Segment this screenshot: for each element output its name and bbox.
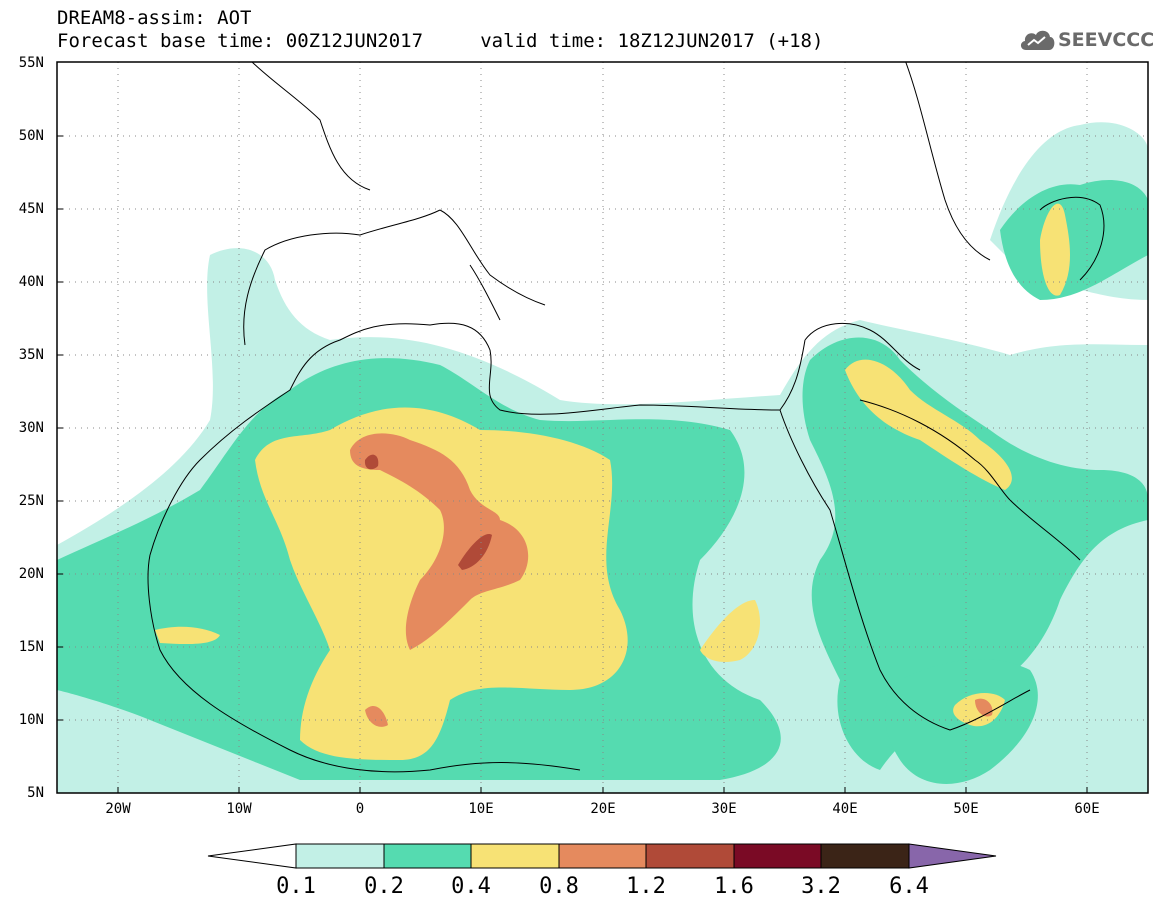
lat-label: 20N [19, 566, 44, 582]
colorbar-swatch [383, 843, 472, 869]
colorbar-label: 1.2 [626, 874, 666, 899]
lat-label: 10N [19, 712, 44, 728]
colorbar [207, 843, 997, 869]
lat-label: 25N [19, 493, 44, 509]
colorbar-swatch [733, 843, 822, 869]
colorbar-swatch [558, 843, 647, 869]
colorbar-swatch [820, 843, 910, 869]
colorbar-label: 0.4 [451, 874, 491, 899]
lat-label: 45N [19, 201, 44, 217]
colorbar-label: 0.1 [276, 874, 316, 899]
logo-text: SEEVCCC [1058, 29, 1155, 51]
colorbar-swatch [645, 843, 735, 869]
lon-label: 0 [356, 801, 364, 817]
map-title: DREAM8-assim: AOT [57, 7, 252, 29]
lat-label: 55N [19, 55, 44, 71]
colorbar-label: 0.2 [364, 874, 404, 899]
coastlines [147, 62, 1105, 773]
lon-labels: 20W 10W 0 10E 20E 30E 40E 50E 60E [105, 801, 1099, 817]
lat-label: 40N [19, 274, 44, 290]
colorbar-swatch [295, 843, 385, 869]
lat-label: 50N [19, 128, 44, 144]
lon-ticks [117, 787, 1088, 793]
lon-label: 20E [590, 801, 615, 817]
cloud-icon [1020, 30, 1055, 50]
lon-label: 40E [832, 801, 857, 817]
lon-label: 10E [468, 801, 493, 817]
colorbar-labels: 0.1 0.2 0.4 0.8 1.2 1.6 3.2 6.4 [276, 874, 929, 899]
lat-ticks [57, 61, 63, 794]
colorbar-label: 1.6 [714, 874, 754, 899]
colorbar-swatch [470, 843, 560, 869]
seevccc-logo: SEEVCCC [1018, 24, 1158, 58]
colorbar-label: 6.4 [889, 874, 929, 899]
aot-field [57, 122, 1148, 793]
colorbar-label: 3.2 [801, 874, 841, 899]
lat-labels: 5N 10N 15N 20N 25N 30N 35N 40N 45N 50N 5… [19, 55, 44, 801]
lat-label: 35N [19, 347, 44, 363]
lon-label: 10W [226, 801, 252, 817]
colorbar-high-arrow [908, 843, 997, 869]
lon-label: 60E [1074, 801, 1099, 817]
lon-label: 50E [953, 801, 978, 817]
lon-label: 30E [711, 801, 736, 817]
lat-label: 5N [27, 785, 44, 801]
aot-level-1.2 [364, 454, 492, 570]
colorbar-label: 0.8 [539, 874, 579, 899]
lat-label: 15N [19, 639, 44, 655]
lon-label: 20W [105, 801, 131, 817]
aot-level-0.8 [350, 433, 993, 727]
lat-label: 30N [19, 420, 44, 436]
forecast-time-subtitle: Forecast base time: 00Z12JUN2017 valid t… [57, 30, 824, 52]
colorbar-low-arrow [207, 843, 297, 869]
